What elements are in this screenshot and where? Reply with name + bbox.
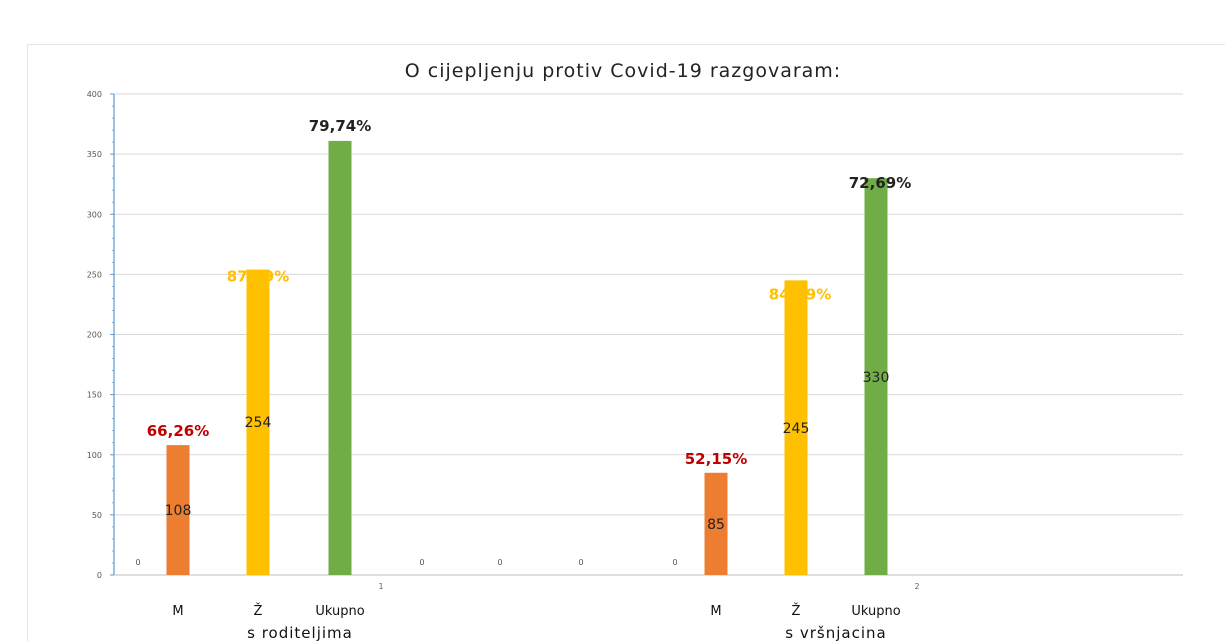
value-label: 254: [245, 415, 272, 431]
zero-value-label: 0: [135, 558, 140, 567]
chart-frame: O cijepljenju protiv Covid-19 razgovaram…: [27, 44, 1225, 642]
y-tick-labels: 0 50 100 150 200 250 300 350 400: [87, 90, 102, 580]
y-tick-label: 300: [87, 210, 102, 219]
y-tick-label: 150: [87, 391, 102, 400]
y-tick-label: 50: [92, 511, 102, 520]
category-label: Ž: [792, 603, 801, 619]
y-tick-label: 350: [87, 150, 102, 159]
group-index-label: 1: [378, 582, 383, 591]
value-label: 108: [165, 503, 192, 519]
category-labels: M Ž Ukupno s roditeljima M Ž Ukupno s vršnjacin…: [172, 603, 900, 642]
bar: [166, 445, 190, 575]
y-tick-label: 250: [87, 270, 102, 279]
percent-label: 66,26%: [147, 422, 209, 440]
percent-label: 84,49%: [769, 285, 831, 303]
y-tick-label: 200: [87, 331, 102, 340]
group-label: s roditeljima: [247, 624, 353, 642]
percent-label: 72,69%: [849, 174, 911, 192]
gridlines: [114, 93, 1183, 516]
category-label: Ž: [254, 603, 263, 619]
bar: [246, 269, 270, 575]
bar: [784, 280, 808, 575]
category-label: Ukupno: [851, 604, 900, 619]
percent-label: 52,15%: [685, 450, 747, 468]
bar: [328, 140, 352, 575]
zero-value-label: 0: [497, 558, 502, 567]
percent-label: 79,74%: [309, 117, 371, 135]
zero-value-label: 0: [578, 558, 583, 567]
zero-value-label: 0: [672, 558, 677, 567]
value-label: 330: [863, 370, 890, 386]
group-index-label: 2: [914, 582, 919, 591]
value-label: 85: [707, 517, 725, 533]
chart-title: O cijepljenju protiv Covid-19 razgovaram…: [405, 60, 841, 82]
bars: [166, 140, 888, 576]
y-tick-label: 0: [97, 571, 102, 580]
category-label: M: [710, 604, 721, 619]
bar: [864, 178, 888, 576]
y-tick-label: 100: [87, 451, 102, 460]
percent-label: 87,69%: [227, 268, 289, 286]
axes: [110, 93, 1183, 576]
bar: [704, 472, 728, 575]
category-label: Ukupno: [315, 604, 364, 619]
value-label: 245: [783, 421, 810, 437]
y-tick-label: 400: [87, 90, 102, 99]
zero-value-label: 0: [419, 558, 424, 567]
bar-chart: O cijepljenju protiv Covid-19 razgovaram…: [87, 60, 1183, 642]
category-label: M: [172, 604, 183, 619]
group-label: s vršnjacina: [785, 624, 886, 642]
data-labels: 66,26% 108 87,69% 254 79,74% 1 52,15% 85 84,49% 2…: [135, 117, 919, 591]
